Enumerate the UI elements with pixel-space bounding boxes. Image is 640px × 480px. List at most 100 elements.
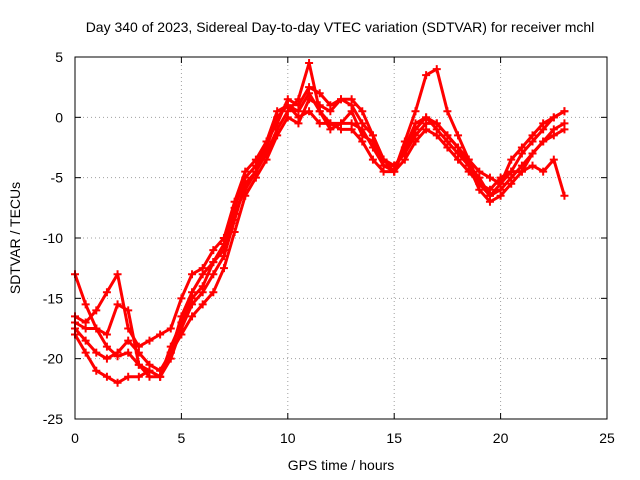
data-point: [113, 300, 122, 309]
data-point: [188, 270, 197, 279]
y-tick-label: -5: [51, 170, 64, 186]
data-point: [219, 264, 228, 273]
data-point: [496, 191, 505, 200]
y-tick-label: -15: [43, 290, 63, 306]
data-point: [177, 330, 186, 339]
data-point: [81, 300, 90, 309]
data-point: [81, 348, 90, 357]
data-point: [517, 149, 526, 158]
series-pass-2: [71, 95, 569, 375]
data-point: [411, 119, 420, 128]
data-point: [539, 167, 548, 176]
data-point: [485, 197, 494, 206]
data-point: [422, 119, 431, 128]
data-point: [209, 258, 218, 267]
data-point: [326, 119, 335, 128]
data-point: [432, 65, 441, 74]
data-point: [241, 167, 250, 176]
x-tick-label: 15: [386, 430, 402, 446]
data-point: [92, 366, 101, 375]
data-point: [92, 324, 101, 333]
data-point: [507, 155, 516, 164]
series-line: [73, 97, 566, 373]
data-point: [528, 161, 537, 170]
data-point: [294, 101, 303, 110]
data-point: [102, 354, 111, 363]
data-point: [337, 95, 345, 104]
data-point: [549, 155, 558, 164]
data-point: [315, 107, 324, 116]
data-point: [475, 185, 484, 194]
data-point: [422, 71, 431, 80]
data-point: [124, 348, 133, 357]
data-point: [219, 234, 228, 242]
data-point: [198, 264, 207, 273]
data-point: [326, 101, 335, 110]
x-tick-label: 10: [280, 430, 296, 446]
data-point: [549, 113, 558, 122]
x-tick-label: 5: [178, 430, 186, 446]
tick-labels: 0 5 10 15 20 25 5 0 -5 -10 -15 -20 -25: [43, 49, 615, 446]
data-point: [560, 107, 569, 116]
data-point: [305, 83, 314, 92]
data-point: [539, 137, 548, 146]
data-point: [549, 131, 558, 140]
data-point: [134, 342, 143, 351]
data-point: [539, 125, 548, 134]
data-point: [241, 185, 250, 194]
data-point: [102, 330, 111, 339]
y-tick-label: 5: [55, 49, 63, 65]
data-point: [251, 155, 260, 164]
data-point: [454, 143, 463, 152]
data-point: [485, 173, 494, 182]
data-point: [432, 131, 441, 140]
x-tick-label: 20: [493, 430, 509, 446]
data-point: [358, 107, 367, 116]
data-point: [134, 372, 143, 381]
data-point: [475, 167, 484, 176]
data-point: [443, 143, 452, 152]
data-point: [528, 137, 537, 146]
data-point: [134, 360, 143, 369]
data-point: [305, 59, 314, 68]
data-point: [390, 161, 399, 170]
data-point: [305, 107, 314, 116]
data-point: [358, 137, 367, 146]
data-point: [188, 294, 197, 303]
data-point: [92, 348, 101, 357]
data-point: [177, 318, 186, 327]
data-point: [368, 143, 377, 152]
y-tick-label: 0: [55, 109, 63, 125]
data-point: [113, 348, 122, 357]
data-point: [560, 191, 569, 200]
data-point: [113, 270, 122, 279]
data-point: [262, 155, 271, 164]
y-tick-label: -20: [43, 351, 63, 367]
data-point: [209, 288, 218, 297]
data-point: [156, 372, 165, 381]
data-point: [432, 119, 441, 128]
series-pass-3: [71, 65, 569, 381]
data-point: [230, 197, 239, 206]
plot-frame: [74, 56, 608, 420]
data-point: [102, 342, 111, 351]
x-axis-label: GPS time / hours: [288, 457, 395, 473]
data-point: [81, 336, 90, 345]
y-tick-label: -10: [43, 230, 63, 246]
data-point: [188, 312, 197, 321]
data-point: [485, 185, 494, 194]
data-point: [283, 113, 292, 122]
data-point: [347, 95, 356, 104]
data-point: [411, 131, 420, 140]
data-point: [124, 336, 133, 345]
data-point: [443, 131, 452, 140]
data-point: [81, 318, 90, 327]
data-point: [198, 282, 207, 291]
data-point: [411, 107, 420, 116]
data-point: [379, 155, 388, 164]
series-pass-5: [71, 83, 569, 351]
data-point: [209, 270, 218, 279]
data-point: [507, 167, 516, 176]
data-point: [113, 378, 122, 387]
data-point: [443, 107, 452, 116]
